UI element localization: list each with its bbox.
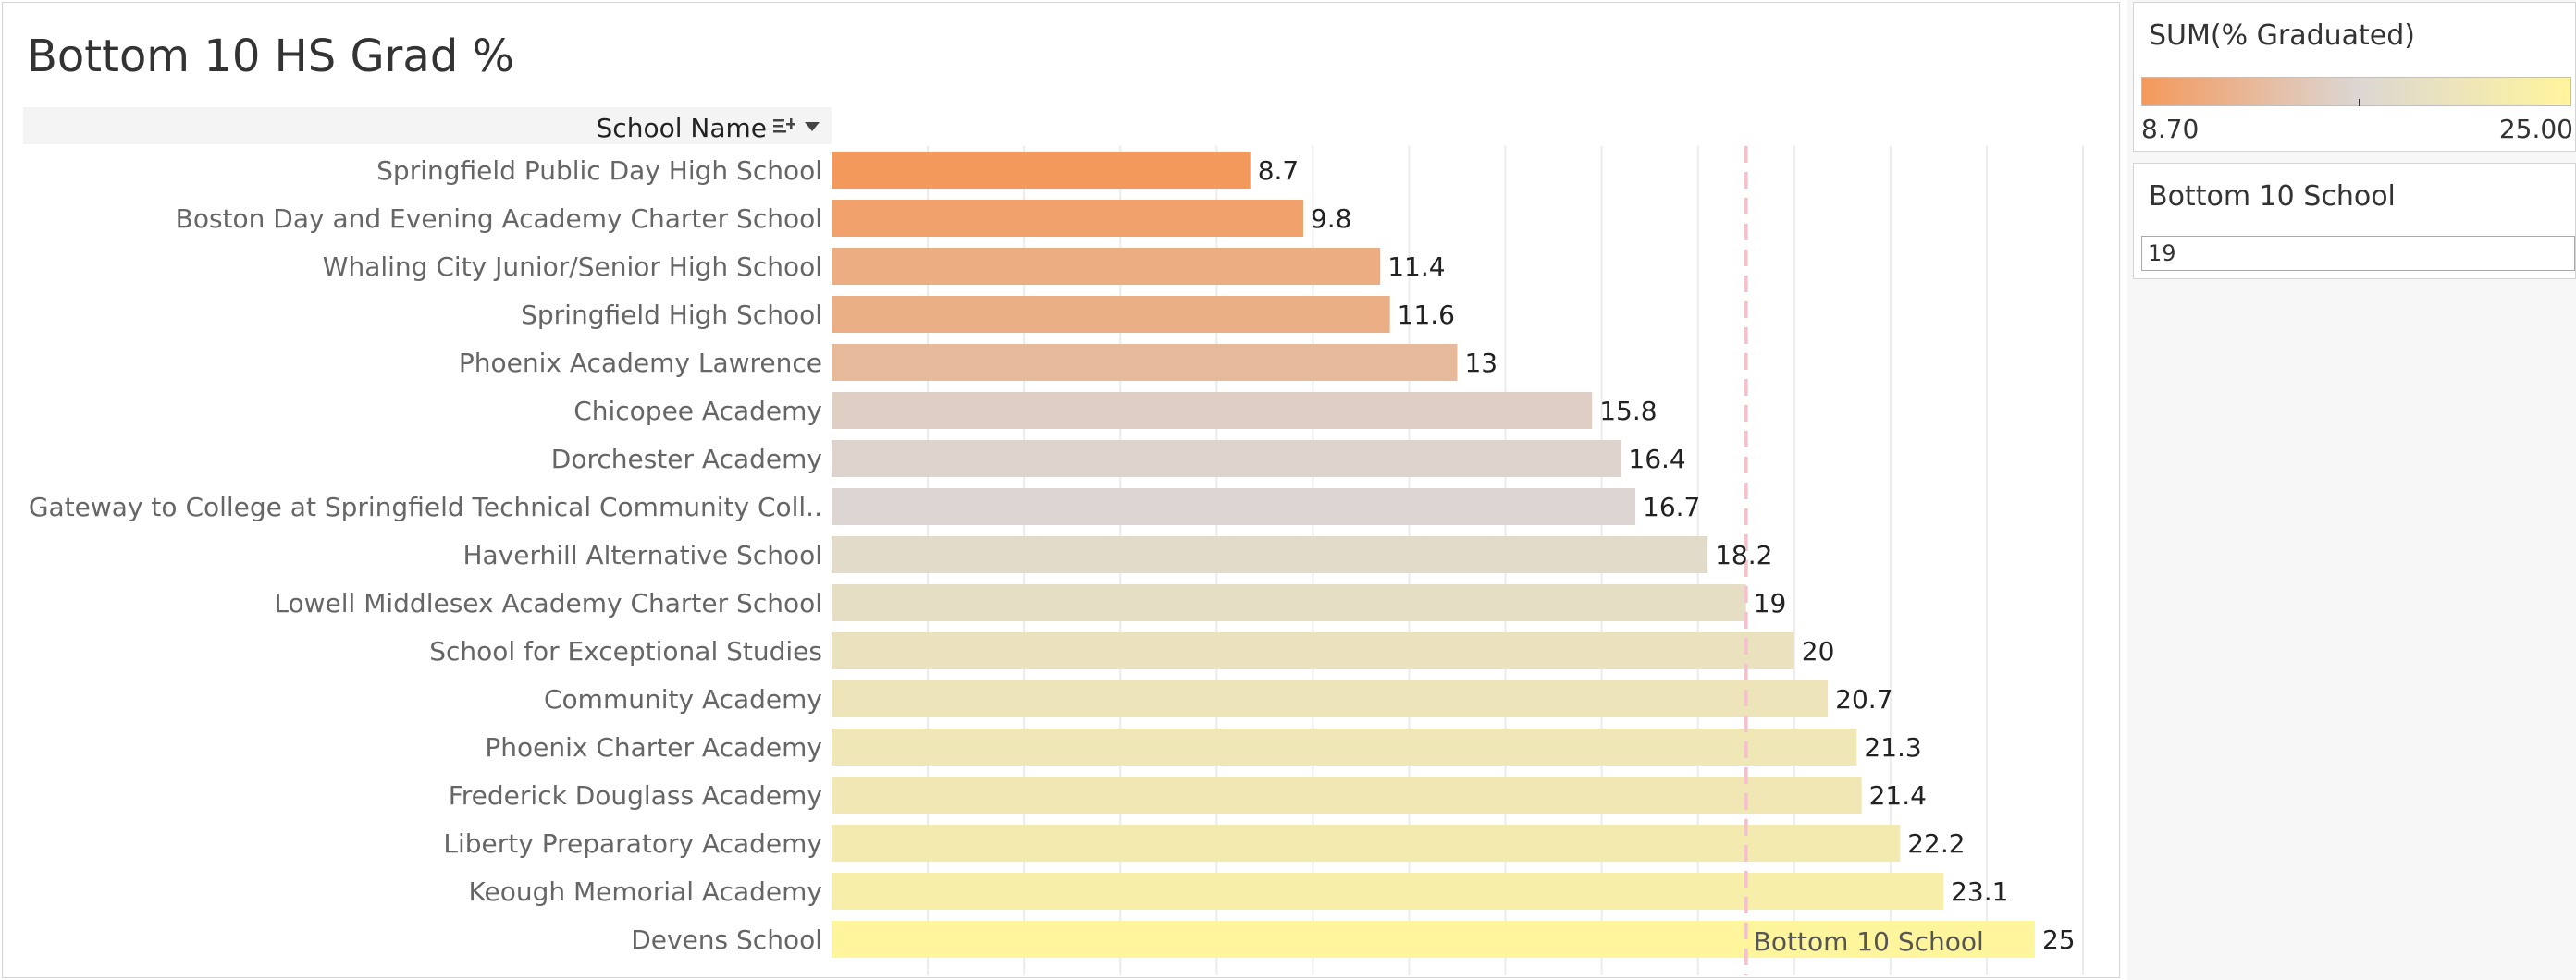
data-label: 9.8 (1311, 203, 1352, 234)
data-label: 19 (1754, 588, 1787, 619)
parameter-title: Bottom 10 School (2149, 180, 2396, 213)
chart-worksheet: Bottom 10 HS Grad % School Name Bottom 1… (2, 2, 2120, 978)
color-legend: SUM(% Graduated) 8.70 25.00 (2133, 2, 2576, 152)
bar[interactable] (832, 392, 1593, 429)
data-label: 25 (2042, 925, 2076, 955)
category-label: School for Exceptional Studies (429, 636, 822, 667)
category-label: Phoenix Charter Academy (485, 732, 822, 763)
data-label: 21.3 (1864, 732, 1921, 763)
data-label: 21.4 (1869, 780, 1927, 811)
data-label: 11.6 (1398, 300, 1455, 330)
category-label: Frederick Douglass Academy (449, 780, 822, 811)
category-label: Community Academy (544, 684, 822, 715)
bar[interactable] (832, 777, 1862, 814)
bar[interactable] (832, 680, 1829, 717)
data-label: 18.2 (1715, 540, 1772, 570)
category-label: Haverhill Alternative School (463, 540, 823, 570)
legend-title: SUM(% Graduated) (2149, 19, 2416, 52)
category-label: Springfield High School (521, 300, 822, 330)
bar[interactable] (832, 729, 1857, 766)
data-label: 22.2 (1907, 828, 1965, 859)
data-label: 11.4 (1387, 251, 1445, 282)
data-label: 8.7 (1258, 155, 1300, 186)
bar[interactable] (832, 248, 1381, 285)
reference-line-label: Bottom 10 School (1754, 926, 1984, 957)
category-label: Chicopee Academy (573, 396, 822, 426)
data-label: 13 (1464, 348, 1498, 378)
bar[interactable] (832, 200, 1303, 237)
bar[interactable] (832, 440, 1621, 477)
bar[interactable] (832, 921, 2035, 958)
category-label: Boston Day and Evening Academy Charter S… (176, 203, 822, 234)
category-label: Whaling City Junior/Senior High School (323, 251, 822, 282)
parameter-input[interactable] (2141, 236, 2575, 271)
bar[interactable] (832, 152, 1251, 189)
bar[interactable] (832, 825, 1901, 862)
chart-title: Bottom 10 HS Grad % (27, 31, 515, 82)
legend-color-ramp (2141, 77, 2571, 106)
category-label: Gateway to College at Springfield Techni… (29, 492, 822, 522)
category-label: Phoenix Academy Lawrence (459, 348, 822, 378)
bar[interactable] (832, 296, 1390, 333)
category-label: Liberty Preparatory Academy (443, 828, 822, 859)
bar[interactable] (832, 536, 1708, 573)
bar[interactable] (832, 584, 1746, 621)
data-label: 20 (1802, 636, 1835, 667)
legend-min-label: 8.70 (2141, 114, 2200, 144)
row-header[interactable]: School Name (23, 107, 832, 144)
legend-center-tick (2359, 99, 2360, 106)
category-label: Keough Memorial Academy (469, 876, 822, 907)
parameter-control: Bottom 10 School (2133, 163, 2576, 279)
data-label: 16.4 (1628, 444, 1685, 474)
data-label: 15.8 (1599, 396, 1657, 426)
sort-descending-icon[interactable] (772, 116, 796, 137)
bar[interactable] (832, 344, 1458, 381)
data-label: 20.7 (1835, 684, 1892, 715)
data-label: 16.7 (1643, 492, 1700, 522)
category-label: Dorchester Academy (551, 444, 822, 474)
bar-chart: Bottom 10 School Springfield Public Day … (29, 146, 2084, 975)
category-label: Springfield Public Day High School (376, 155, 822, 186)
bar[interactable] (832, 488, 1636, 525)
row-header-label: School Name (596, 113, 767, 143)
legend-max-label: 25.00 (2498, 114, 2573, 144)
category-label: Devens School (631, 925, 822, 955)
bar[interactable] (832, 873, 1944, 910)
chevron-down-icon[interactable] (804, 120, 820, 133)
category-label: Lowell Middlesex Academy Charter School (274, 588, 822, 619)
bar[interactable] (832, 632, 1794, 669)
data-label: 23.1 (1951, 876, 2008, 907)
